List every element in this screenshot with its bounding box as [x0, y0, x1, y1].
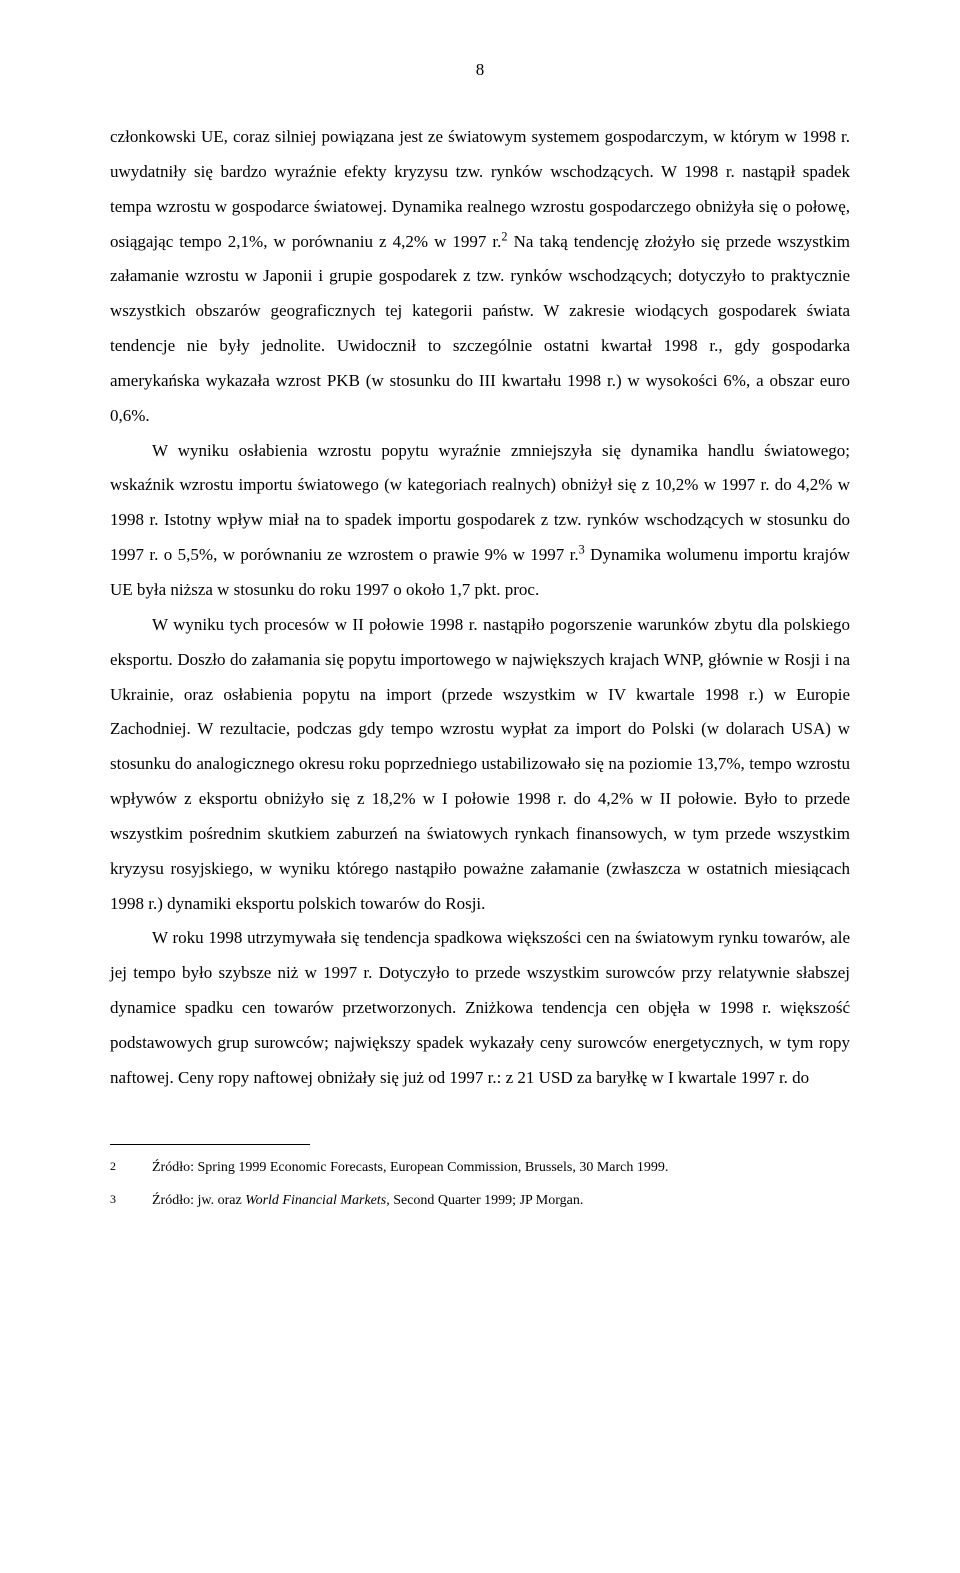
footnote-3-text: Źródło: jw. oraz World Financial Markets… [152, 1190, 850, 1211]
footnote-2-text: Źródło: Spring 1999 Economic Forecasts, … [152, 1157, 850, 1178]
paragraph-3: W wyniku tych procesów w II połowie 1998… [110, 608, 850, 922]
footnote-separator [110, 1144, 310, 1145]
footnote-3-number: 3 [110, 1190, 152, 1211]
paragraph-1: członkowski UE, coraz silniej powiązana … [110, 120, 850, 434]
footnote-3: 3 Źródło: jw. oraz World Financial Marke… [110, 1190, 850, 1211]
page-number: 8 [110, 60, 850, 80]
footnote-2: 2 Źródło: Spring 1999 Economic Forecasts… [110, 1157, 850, 1178]
footnote-3-text-a: Źródło: jw. oraz [152, 1193, 245, 1208]
document-page: 8 członkowski UE, coraz silniej powiązan… [0, 0, 960, 1271]
footnote-3-text-italic: World Financial Markets [245, 1193, 386, 1208]
paragraph-1-text-b: Na taką tendencję złożyło się przede wsz… [110, 232, 850, 425]
footnote-2-number: 2 [110, 1157, 152, 1178]
paragraph-4: W roku 1998 utrzymywała się tendencja sp… [110, 921, 850, 1095]
footnote-3-text-b: , Second Quarter 1999; JP Morgan. [386, 1193, 583, 1208]
paragraph-2: W wyniku osłabienia wzrostu popytu wyraź… [110, 434, 850, 608]
